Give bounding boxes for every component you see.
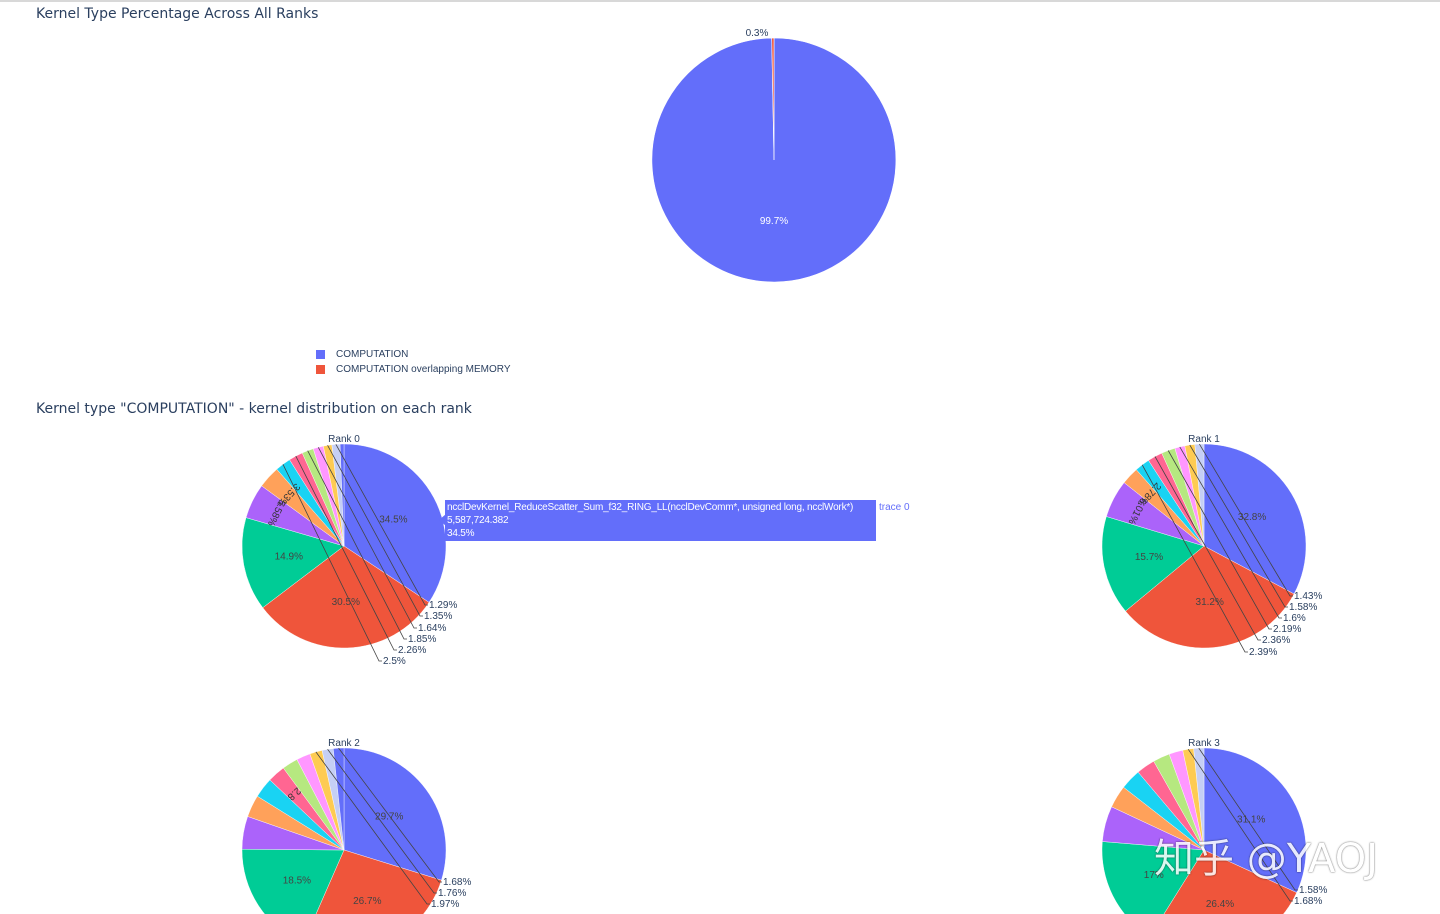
pie-title: Rank 3 (1188, 738, 1220, 749)
label-leader-line (1154, 456, 1261, 641)
slice-label: 99.7% (760, 216, 788, 227)
pie-slice[interactable] (771, 37, 775, 161)
label-leader-line (295, 455, 397, 651)
slice-label-outside: 2.19% (1273, 624, 1301, 635)
pie-slice[interactable] (241, 849, 345, 914)
slice-label-outside: 1.6% (1283, 613, 1306, 624)
label-leader-line (335, 444, 428, 606)
tooltip-value: 5,587,724.382 (447, 515, 509, 526)
legend-swatch (316, 365, 325, 374)
legend-label: COMPUTATION overlapping MEMORY (336, 364, 511, 375)
tooltip-percent: 34.5% (447, 528, 475, 539)
pie-slice[interactable] (1150, 849, 1297, 914)
tooltip-trace-name: trace 0 (879, 502, 910, 513)
pie-slice[interactable] (1203, 443, 1307, 595)
pie-title: Rank 2 (328, 738, 360, 749)
label-leader-line (1167, 450, 1272, 630)
rank-pie[interactable]: Rank 132.8%31.2%15.7%6.01%2.78%1.43%1.58… (1101, 434, 1322, 658)
slice-label: 15.7% (1135, 552, 1163, 563)
label-leader-line (282, 464, 382, 662)
slice-label: 29.7% (375, 812, 403, 823)
slice-label-outside: 1.85% (408, 634, 436, 645)
label-leader-line (327, 749, 437, 894)
label-leader-line (1189, 444, 1288, 608)
slice-label-outside: 1.97% (431, 899, 459, 910)
rank-distribution-title: Kernel type "COMPUTATION" - kernel distr… (36, 401, 472, 417)
slice-label: 14.9% (275, 551, 303, 562)
slice-label-outside: 1.29% (429, 600, 457, 611)
slice-label: 17% (1144, 870, 1164, 881)
watermark: 知乎 @YAOJ (1154, 836, 1378, 882)
pie-slice[interactable] (1101, 516, 1205, 612)
legend: COMPUTATION COMPUTATION overlapping MEMO… (316, 347, 510, 377)
slice-label: 26.7% (353, 896, 381, 907)
slice-label-outside: 2.26% (398, 645, 426, 656)
slice-label: 32.8% (1238, 512, 1266, 523)
slice-label-outside: 1.68% (443, 877, 471, 888)
pie-slice[interactable] (1125, 545, 1295, 649)
pie-slice[interactable] (262, 545, 430, 649)
slice-label-outside: 2.5% (383, 656, 406, 667)
slice-label: 30.5% (332, 597, 360, 608)
slice-label: 31.2% (1196, 597, 1224, 608)
label-leader-line (1179, 446, 1282, 619)
label-leader-line (1187, 748, 1293, 902)
pie-slice[interactable] (241, 517, 345, 608)
pie-slice[interactable] (303, 849, 442, 914)
pie-slice[interactable] (1203, 747, 1307, 893)
slice-label-outside: 2.39% (1249, 647, 1277, 658)
legend-label: COMPUTATION (336, 349, 409, 360)
pie-slice[interactable] (1101, 841, 1205, 914)
legend-item-overlap[interactable]: COMPUTATION overlapping MEMORY (316, 362, 510, 377)
slice-label: 34.5% (379, 515, 407, 526)
slice-label-outside: 1.35% (424, 611, 452, 622)
slice-label-outside: 1.64% (418, 623, 446, 634)
rank-pie[interactable]: Rank 034.5%30.5%14.9%5.58%3.53%1.29%1.35… (241, 434, 457, 667)
slice-label-outside: 1.58% (1299, 885, 1327, 896)
tooltip-kernel-name: ncclDevKernel_ReduceScatter_Sum_f32_RING… (447, 502, 854, 513)
pie-title: Rank 1 (1188, 434, 1220, 445)
overall-chart-title: Kernel Type Percentage Across All Ranks (36, 6, 319, 22)
slice-label: 26.4% (1206, 899, 1234, 910)
slice-label-outside: 1.43% (1294, 591, 1322, 602)
legend-swatch (316, 350, 325, 359)
pie-title: Rank 0 (328, 434, 360, 445)
slice-label-outside: 1.68% (1294, 896, 1322, 907)
label-leader-line (317, 447, 417, 629)
slice-label: 18.5% (283, 876, 311, 887)
slice-label-outside: 2.36% (1262, 635, 1290, 646)
label-leader-line (327, 445, 423, 617)
label-leader-line (1199, 443, 1293, 597)
hover-tooltip: ncclDevKernel_ReduceScatter_Sum_f32_RING… (445, 500, 876, 541)
slice-label: 31.1% (1237, 815, 1265, 826)
overall-pie[interactable]: 99.7% 0.3% (651, 28, 897, 283)
pie-slice[interactable] (343, 747, 447, 881)
rank-pie[interactable]: Rank 3 31.1% 26.4% 17% 1.58%1.68% (1101, 738, 1327, 914)
top-border (0, 0, 1440, 2)
label-leader-line (1198, 747, 1298, 891)
label-leader-line (307, 450, 407, 640)
legend-item-computation[interactable]: COMPUTATION (316, 347, 510, 362)
slice-label-outside: 1.76% (438, 888, 466, 899)
slice-label: 0.3% (746, 28, 769, 39)
rank-pie[interactable]: Rank 229.7%26.7%18.5%2.81.68%1.76%1.97% (241, 738, 471, 914)
label-leader-line (1141, 464, 1248, 653)
label-leader-line (315, 751, 430, 905)
tooltip-arrow (439, 514, 446, 526)
slice-label-outside: 1.58% (1289, 602, 1317, 613)
label-leader-line (338, 747, 442, 883)
